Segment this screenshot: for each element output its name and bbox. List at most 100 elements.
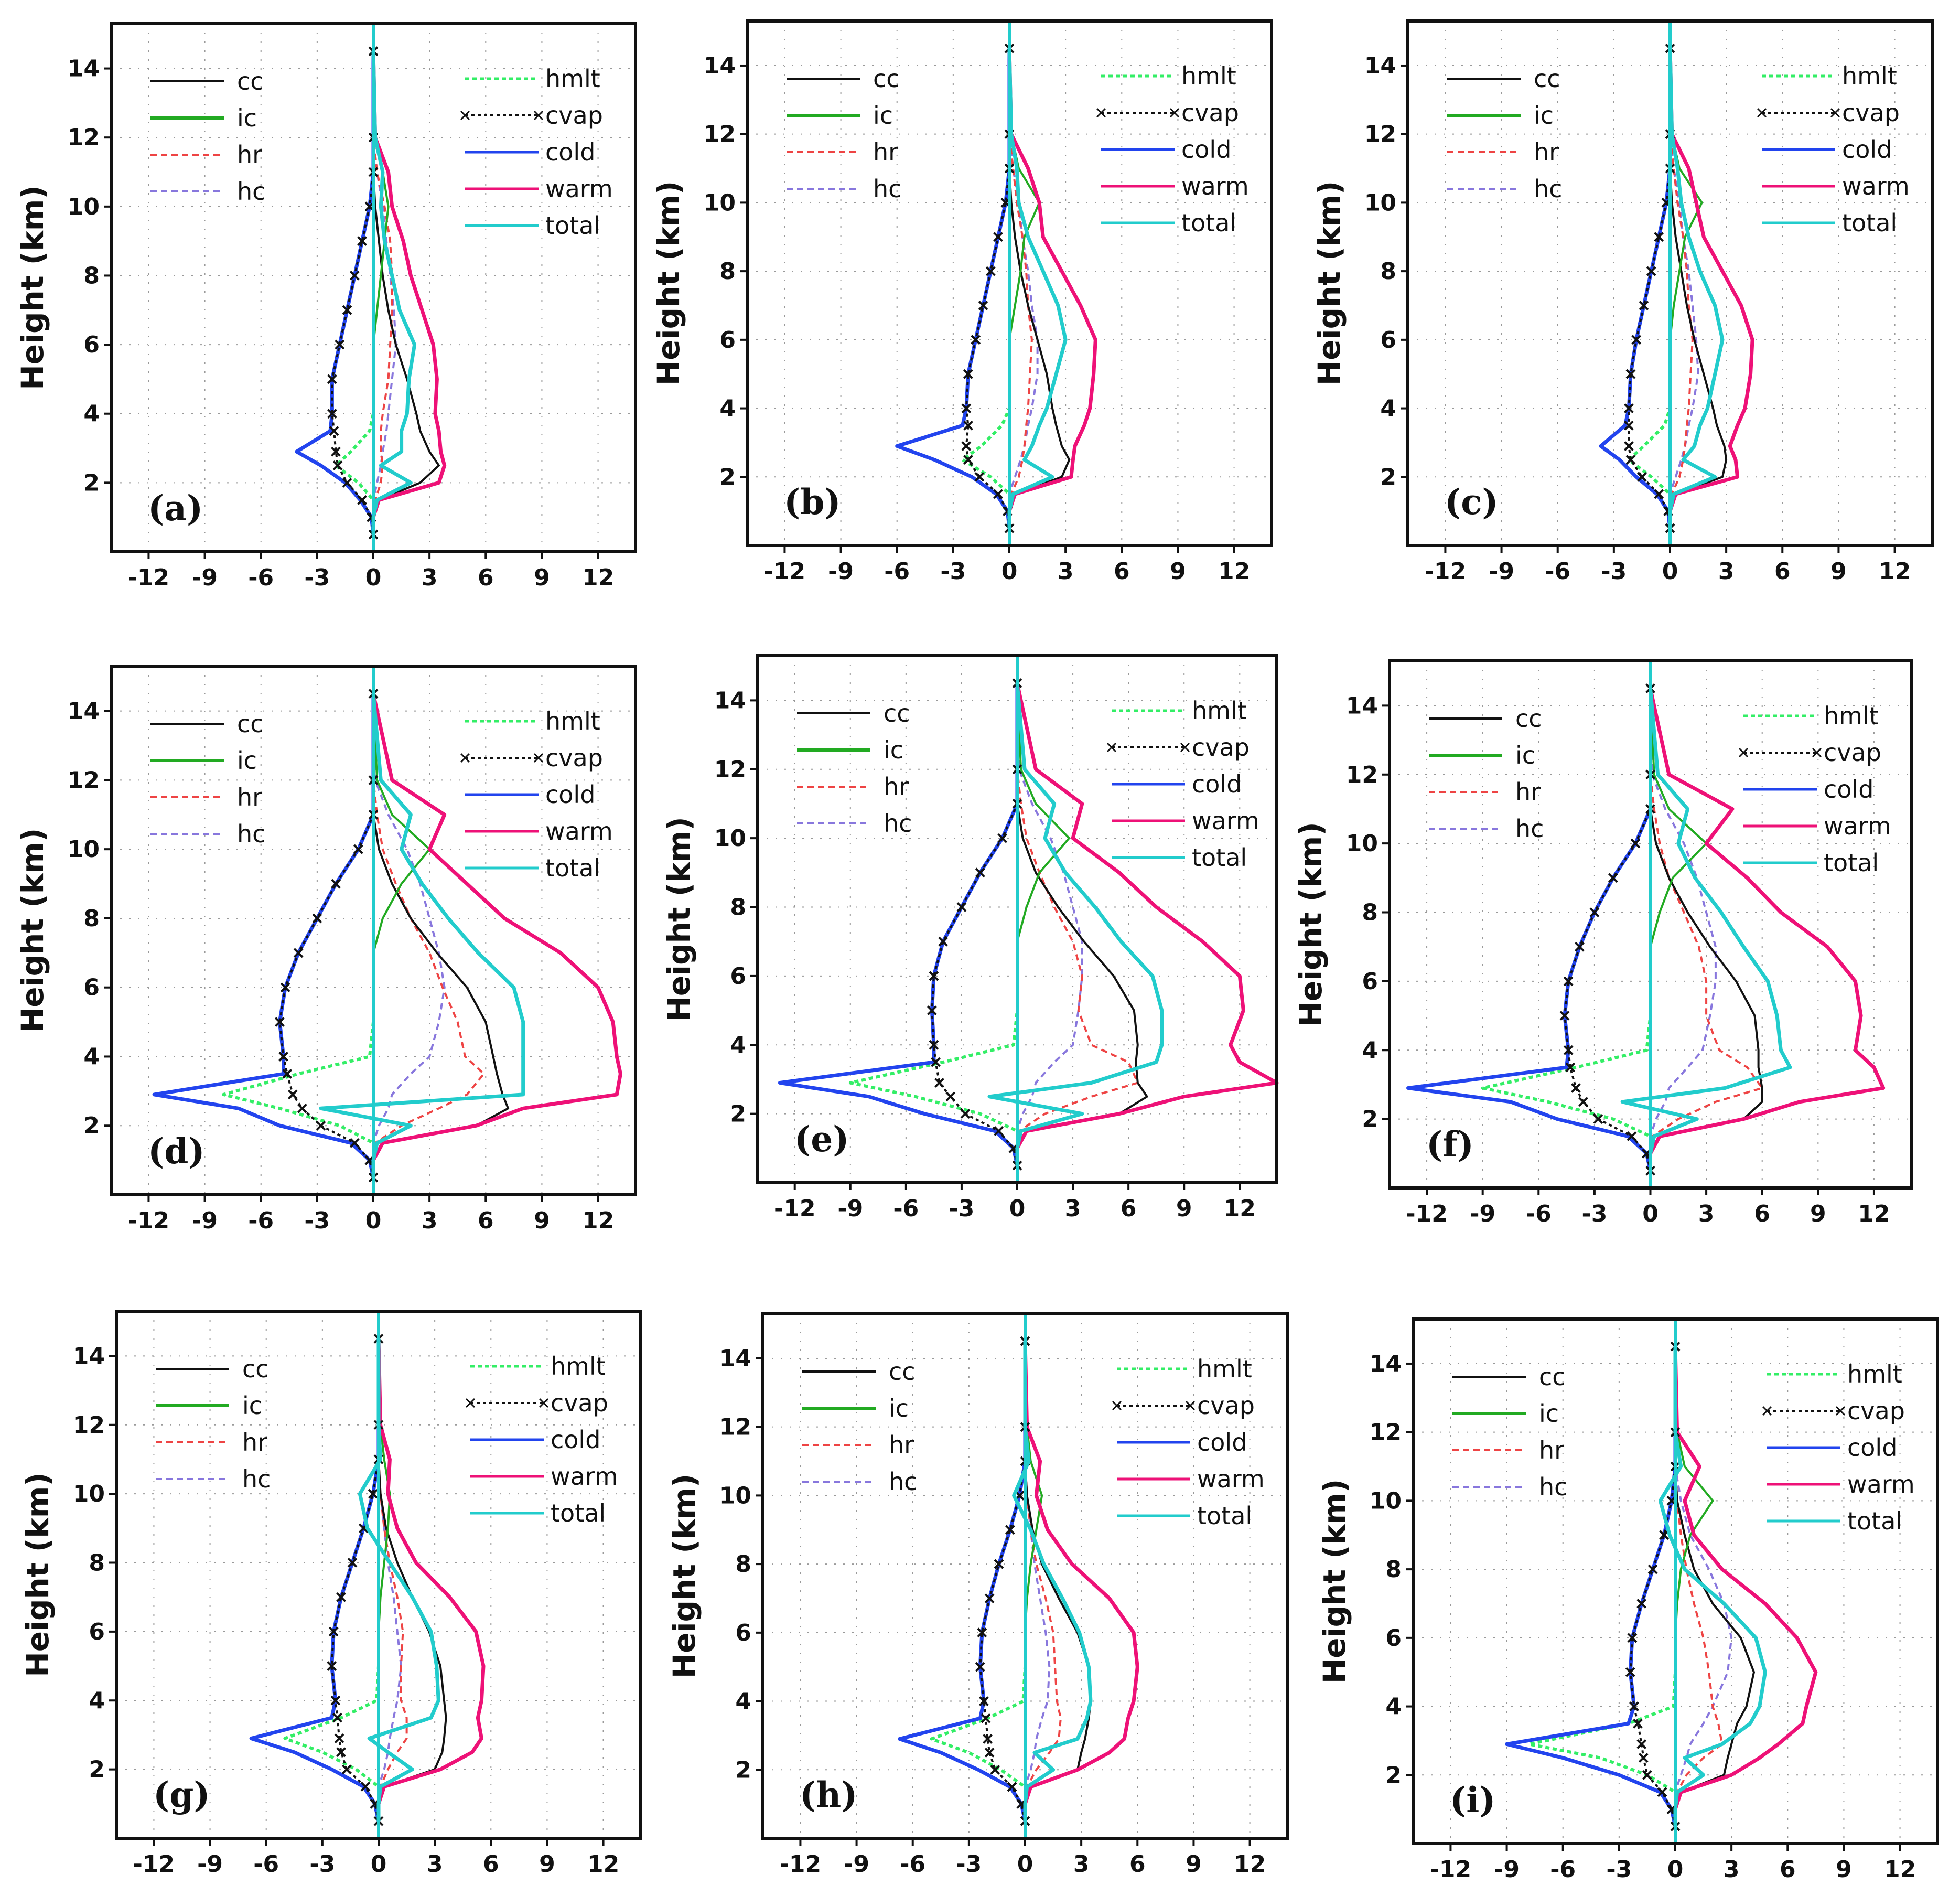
x-tick-label: -9 — [1494, 1856, 1520, 1883]
cvap-marker — [1624, 420, 1634, 431]
cvap-marker — [1624, 403, 1634, 413]
legend-label-warm: warm — [1842, 172, 1910, 200]
series-line-hmlt — [1481, 688, 1652, 1171]
y-axis-label: Height (km) — [1293, 822, 1329, 1027]
y-tick-label: 2 — [89, 1756, 105, 1783]
legend-label-warm: warm — [545, 817, 613, 845]
legend: cc ic hr hc hmlt cvap cold warm total — [150, 707, 613, 882]
y-axis-label: Height (km) — [666, 1474, 702, 1679]
cvap-marker — [1654, 232, 1664, 242]
y-tick-label: 14 — [714, 687, 746, 714]
cvap-marker — [963, 455, 973, 465]
plot-frame — [110, 22, 637, 553]
plot-frame — [756, 654, 1278, 1184]
legend-label-total: total — [545, 854, 600, 882]
x-tick-label: 0 — [365, 564, 382, 591]
cvap-marker — [1624, 441, 1634, 451]
cvap-marker — [938, 936, 948, 947]
x-tick-label: -6 — [248, 564, 274, 591]
series-line-cc — [1669, 48, 1728, 529]
x-tick-label: 6 — [1780, 1856, 1796, 1883]
y-tick-label: 12 — [719, 1414, 751, 1441]
legend-label-hc: hc — [237, 177, 265, 206]
cvap-marker — [994, 1559, 1004, 1569]
series-line-warm — [1649, 688, 1886, 1171]
y-tick-label: 12 — [1370, 1419, 1402, 1446]
y-tick-label: 6 — [1385, 1625, 1402, 1652]
cvap-marker — [1570, 1083, 1581, 1093]
legend-label-hr: hr — [237, 141, 262, 169]
x-tick-label: 12 — [1884, 1856, 1916, 1883]
x-tick-label: 0 — [371, 1851, 387, 1878]
cvap-marker — [978, 301, 988, 310]
x-tick-label: -9 — [197, 1851, 223, 1878]
cvap-marker — [341, 1764, 352, 1775]
legend-label-ic: ic — [237, 746, 257, 775]
series-line-warm — [1023, 1341, 1139, 1822]
legend-label-ic: ic — [1539, 1399, 1559, 1428]
x-tick-label: 9 — [1836, 1856, 1852, 1883]
panel-label: (b) — [784, 481, 841, 522]
y-tick-label: 12 — [1364, 121, 1396, 148]
legend-label-hmlt: hmlt — [1181, 62, 1236, 90]
cvap-marker — [334, 1733, 344, 1743]
series-line-cvap — [1629, 1346, 1676, 1827]
x-tick-label: -9 — [837, 1195, 863, 1222]
legend-label-hr: hr — [1539, 1436, 1564, 1464]
cvap-marker — [1631, 335, 1642, 345]
panel-g: -12 -9 -6 -3 0 3 6 9 12 2 4 6 8 10 12 14 Height (km) cc ic… — [20, 1310, 642, 1878]
legend-label-cc: cc — [873, 65, 900, 93]
x-tick-label: 9 — [1830, 558, 1847, 585]
cvap-marker — [931, 1057, 941, 1067]
y-tick-label: 14 — [73, 1343, 105, 1369]
cvap-marker — [1608, 873, 1618, 883]
x-tick-label: 3 — [422, 564, 438, 591]
cvap-marker — [984, 1748, 995, 1758]
x-tick-label: -12 — [128, 564, 170, 591]
x-tick-label: -12 — [1430, 1856, 1472, 1883]
legend: cc ic hr hc hmlt cvap cold warm total — [797, 697, 1259, 872]
y-tick-label: 12 — [68, 124, 100, 151]
series-line-warm — [1673, 1346, 1818, 1827]
y-tick-label: 4 — [1385, 1694, 1402, 1720]
x-tick-label: -6 — [253, 1851, 279, 1878]
y-tick-label: 6 — [89, 1619, 105, 1645]
x-tick-label: 12 — [1234, 1851, 1266, 1878]
legend: cc ic hr hc hmlt cvap cold warm total — [1429, 702, 1891, 877]
cvap-marker — [945, 1091, 956, 1102]
cvap-marker — [963, 420, 973, 431]
cvap-marker — [1646, 266, 1656, 276]
series-line-hc — [1674, 1346, 1733, 1827]
series-line-warm — [1007, 48, 1097, 529]
legend-label-total: total — [545, 211, 600, 240]
x-tick-label: -3 — [1606, 1856, 1632, 1883]
cvap-marker — [349, 271, 360, 281]
cvap-marker — [342, 305, 352, 315]
x-tick-label: -6 — [1550, 1856, 1576, 1883]
cvap-marker — [1633, 1718, 1643, 1729]
x-tick-label: -12 — [1406, 1201, 1448, 1227]
panel-label: (i) — [1450, 1780, 1496, 1820]
x-tick-label: -12 — [774, 1195, 816, 1222]
cvap-marker — [1575, 941, 1585, 952]
legend-label-hmlt: hmlt — [1197, 1355, 1252, 1383]
y-tick-label: 6 — [83, 331, 100, 358]
y-tick-label: 10 — [1370, 1487, 1402, 1514]
y-tick-label: 2 — [83, 469, 100, 496]
y-tick-label: 8 — [1380, 258, 1396, 285]
legend-label-ic: ic — [242, 1391, 262, 1420]
x-tick-label: -12 — [764, 558, 806, 585]
y-tick-label: 6 — [719, 327, 736, 354]
panel-b: -12 -9 -6 -3 0 3 6 9 12 2 4 6 8 10 12 14 Height (km) cc ic… — [651, 19, 1273, 585]
x-tick-label: -9 — [1470, 1201, 1495, 1227]
series-line-hmlt — [848, 683, 1019, 1166]
series-line-hc — [372, 51, 397, 535]
y-axis-label: Height (km) — [15, 185, 50, 390]
cvap-marker — [332, 1712, 342, 1723]
x-tick-label: -9 — [828, 558, 854, 585]
cvap-marker — [336, 1747, 346, 1758]
y-tick-label: 8 — [735, 1551, 751, 1578]
cvap-marker — [1007, 1782, 1017, 1792]
cvap-marker — [368, 1488, 378, 1499]
legend-label-total: total — [1824, 849, 1879, 877]
